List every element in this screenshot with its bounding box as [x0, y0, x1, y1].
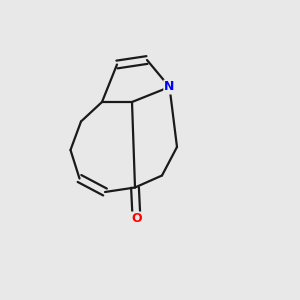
Text: O: O [131, 212, 142, 226]
Text: N: N [164, 80, 175, 94]
